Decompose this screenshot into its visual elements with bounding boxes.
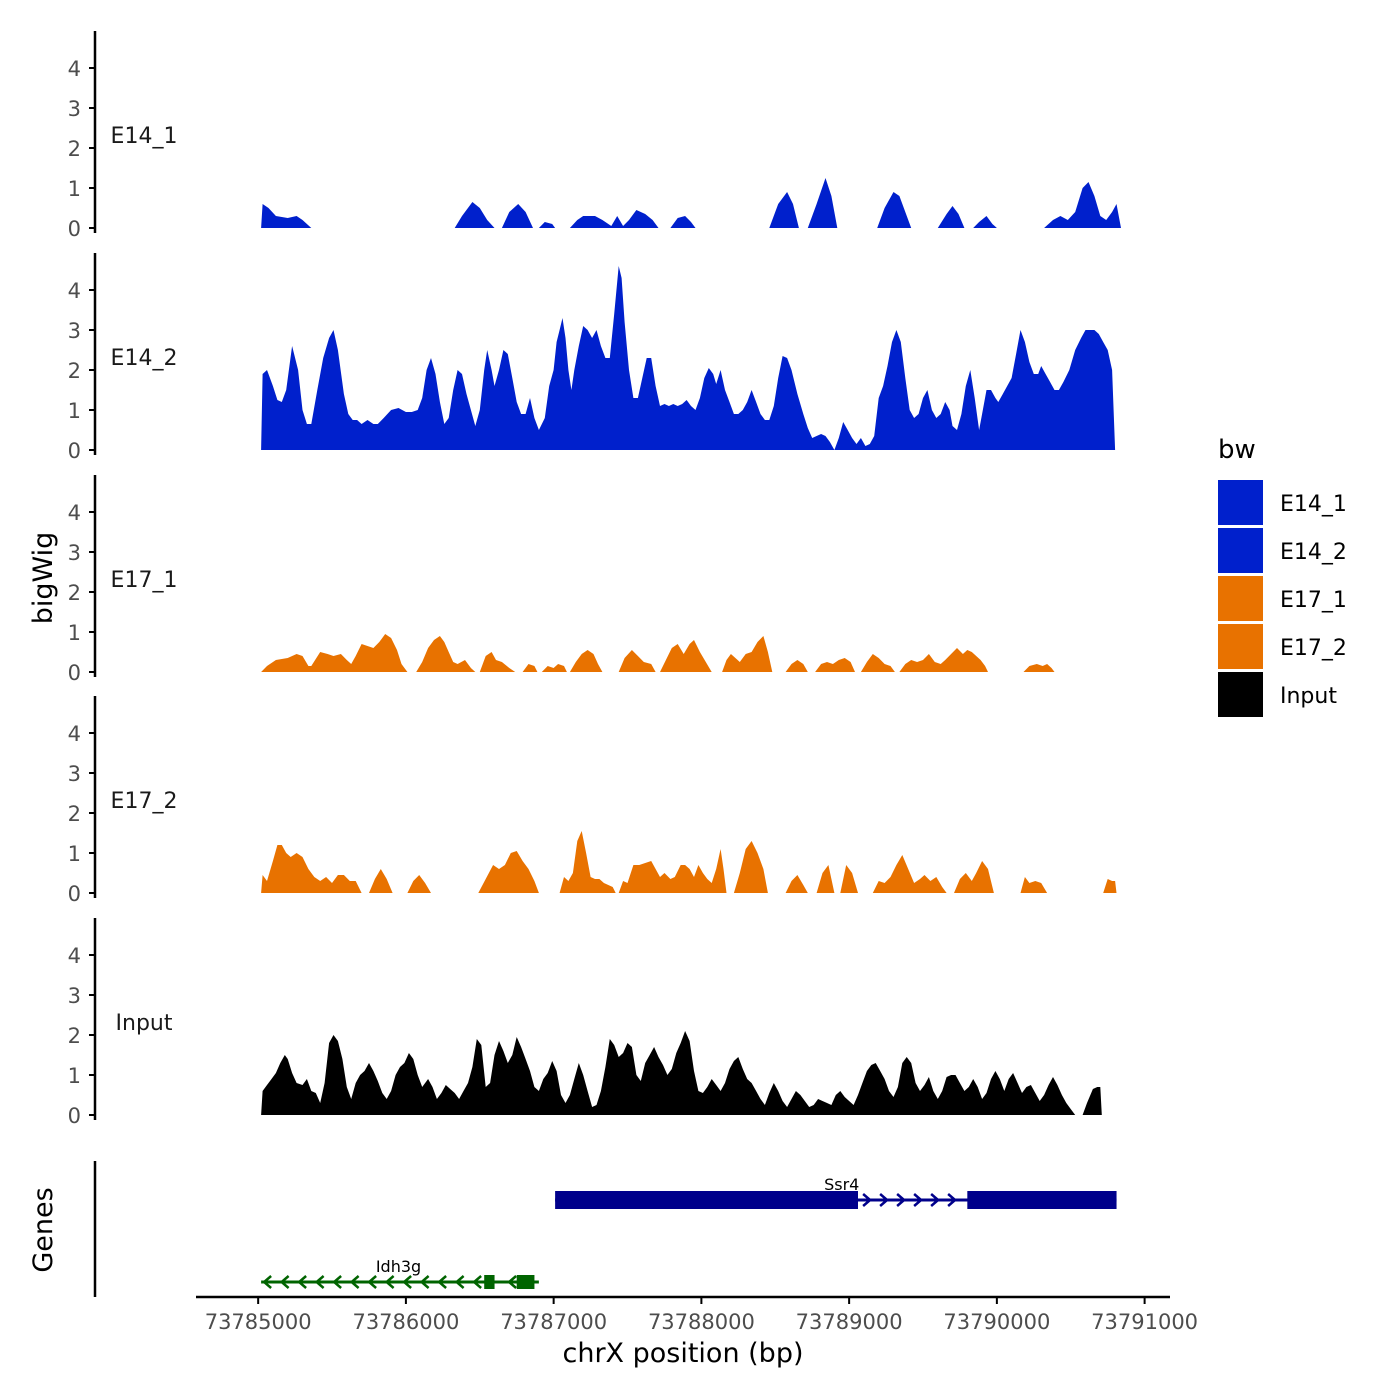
legend-label-e17-2: E17_2 xyxy=(1280,636,1347,661)
track-e17-1: 0 1 2 3 4 E17_1 xyxy=(68,475,1055,685)
y-axis-title: bigWig xyxy=(28,532,59,625)
strand-arrow xyxy=(862,1193,873,1207)
y-tick-label: 2 xyxy=(68,581,81,605)
strand-arrow xyxy=(367,1275,377,1289)
y-tick-label: 4 xyxy=(68,501,81,525)
legend-swatch-e17-1 xyxy=(1218,576,1263,621)
legend-swatch-e14-2 xyxy=(1218,528,1263,573)
signal-area-e17-1 xyxy=(261,634,1055,672)
y-tick-label: 1 xyxy=(68,1064,81,1088)
y-tick-label: 3 xyxy=(68,97,81,121)
x-tick-label: 73791000 xyxy=(1091,1310,1198,1334)
x-tick-label: 73789000 xyxy=(796,1310,903,1334)
x-tick-label: 73786000 xyxy=(352,1310,459,1334)
y-tick-label: 2 xyxy=(68,359,81,383)
y-tick-label: 4 xyxy=(68,722,81,746)
y-tick-label: 4 xyxy=(68,279,81,303)
gene-exon xyxy=(516,1275,535,1289)
strand-arrow xyxy=(384,1275,395,1289)
gene-label-ssr4: Ssr4 xyxy=(824,1175,859,1194)
legend-label-input: Input xyxy=(1280,684,1337,709)
y-tick-label: 1 xyxy=(68,842,81,866)
track-input: 0 1 2 3 4 Input xyxy=(68,918,1102,1128)
gene-idh3g: Idh3g xyxy=(261,1257,539,1289)
strand-arrow xyxy=(896,1193,907,1207)
signal-area-e14-1 xyxy=(261,178,1122,228)
y-tick-label: 1 xyxy=(68,177,81,201)
y-tick-label: 0 xyxy=(68,217,81,241)
signal-area-e14-2 xyxy=(261,266,1116,450)
strand-arrow xyxy=(454,1275,465,1289)
track-e14-2: 0 1 2 3 4 E14_2 xyxy=(68,253,1116,463)
strand-arrow xyxy=(279,1275,290,1289)
strand-arrow xyxy=(419,1275,430,1289)
legend: bw E14_1 E14_2 E17_1 E17_2 Input xyxy=(1218,435,1347,717)
y-tick-label: 0 xyxy=(68,439,81,463)
y-tick-label: 1 xyxy=(68,621,81,645)
gene-ssr4: Ssr4 xyxy=(555,1175,1117,1209)
strand-arrow xyxy=(930,1193,941,1207)
y-tick-label: 0 xyxy=(68,661,81,685)
strand-arrow xyxy=(332,1275,342,1289)
genes-axis-title: Genes xyxy=(28,1187,59,1272)
y-tick-label: 0 xyxy=(68,882,81,906)
strand-arrow xyxy=(314,1275,325,1289)
x-tick-label: 73788000 xyxy=(648,1310,755,1334)
legend-title: bw xyxy=(1218,435,1256,465)
strand-arrow xyxy=(437,1275,447,1289)
x-axis: 73785000 73786000 73787000 73788000 73789000… xyxy=(196,1295,1198,1334)
strand-arrow xyxy=(913,1193,924,1207)
y-tick-label: 3 xyxy=(68,541,81,565)
strand-arrow xyxy=(262,1275,272,1289)
strand-arrow xyxy=(879,1193,890,1207)
gene-annotation-track: Ssr4 Idh3g xyxy=(93,1161,1117,1297)
y-tick-label: 3 xyxy=(68,762,81,786)
legend-swatch-e14-1 xyxy=(1218,480,1263,525)
gene-exon xyxy=(484,1275,495,1289)
y-tick-label: 3 xyxy=(68,984,81,1008)
y-tick-label: 2 xyxy=(68,1024,81,1048)
y-tick-label: 4 xyxy=(68,57,81,81)
gene-label-idh3g: Idh3g xyxy=(376,1257,421,1276)
gene-exon xyxy=(967,1191,1117,1209)
legend-swatch-input xyxy=(1218,672,1263,717)
strand-arrow xyxy=(947,1193,958,1207)
strand-arrow xyxy=(297,1275,307,1289)
x-tick-label: 73787000 xyxy=(500,1310,607,1334)
x-axis-title: chrX position (bp) xyxy=(562,1338,803,1369)
track-label-input: Input xyxy=(116,1011,173,1036)
strand-arrow xyxy=(349,1275,360,1289)
y-tick-label: 3 xyxy=(68,319,81,343)
y-tick-label: 4 xyxy=(68,944,81,968)
legend-swatch-e17-2 xyxy=(1218,624,1263,669)
legend-label-e14-2: E14_2 xyxy=(1280,540,1347,565)
track-e14-1: 0 1 2 3 4 E14_1 xyxy=(68,31,1122,241)
x-tick-label: 73785000 xyxy=(205,1310,312,1334)
y-tick-label: 2 xyxy=(68,802,81,826)
track-label-e17-2: E17_2 xyxy=(111,789,178,814)
x-tick-label: 73790000 xyxy=(943,1310,1050,1334)
legend-label-e14-1: E14_1 xyxy=(1280,492,1347,517)
strand-arrow xyxy=(402,1275,412,1289)
legend-label-e17-1: E17_1 xyxy=(1280,588,1347,613)
gene-exon xyxy=(555,1191,858,1209)
signal-tracks: 0 1 2 3 4 E14_1 0 1 2 3 4 E14_2 0 1 2 3 4 E17_1 0 1 2 3 4 E17_2… xyxy=(68,31,1122,1128)
strand-arrow xyxy=(507,1275,517,1289)
track-label-e14-2: E14_2 xyxy=(111,346,178,371)
track-e17-2: 0 1 2 3 4 E17_2 xyxy=(68,696,1117,906)
y-tick-label: 1 xyxy=(68,399,81,423)
track-label-e14-1: E14_1 xyxy=(111,124,178,149)
y-tick-label: 2 xyxy=(68,137,81,161)
track-label-e17-1: E17_1 xyxy=(111,568,178,593)
signal-area-e17-2 xyxy=(261,831,1117,893)
signal-area-input xyxy=(261,1031,1102,1115)
strand-arrow xyxy=(472,1275,482,1289)
y-tick-label: 0 xyxy=(68,1104,81,1128)
